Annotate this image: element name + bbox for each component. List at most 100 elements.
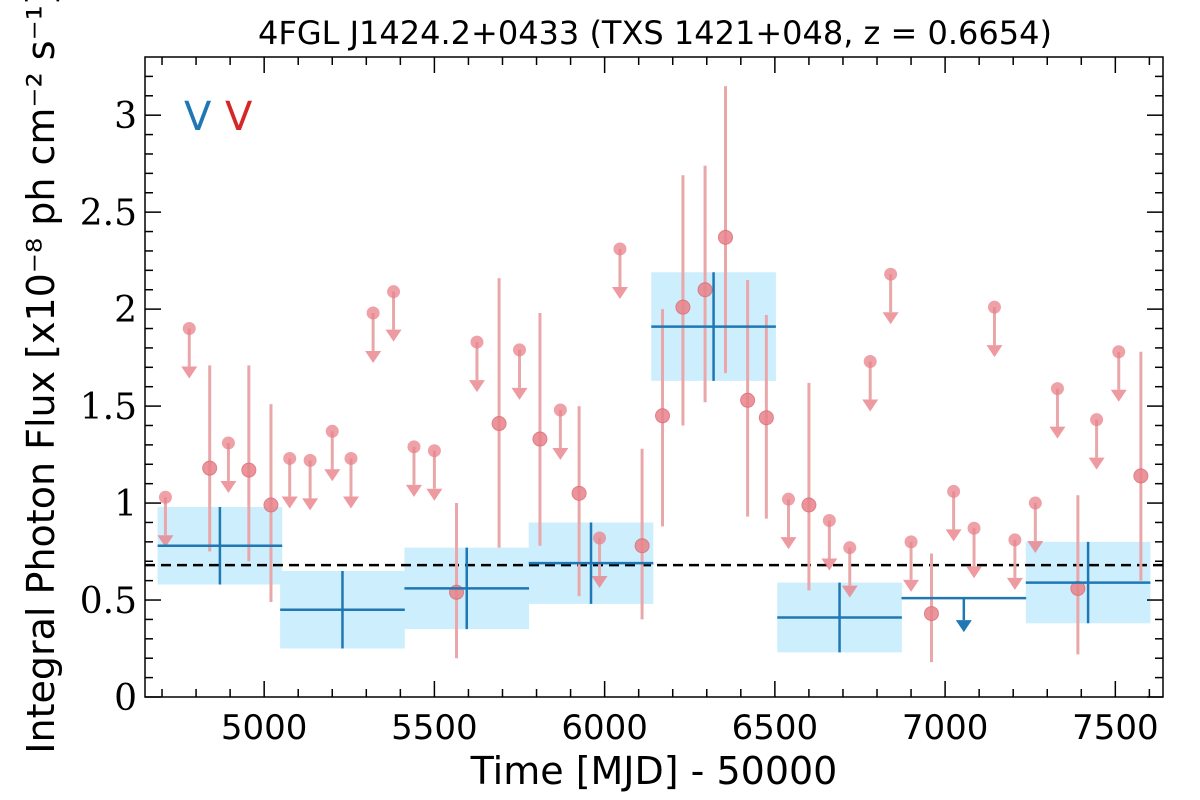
short-bin-upper-limit-arrow bbox=[945, 529, 962, 542]
short-bin-upper-limit-marker bbox=[283, 451, 297, 465]
short-bin-upper-limit-arrow bbox=[611, 287, 628, 299]
short-bin-upper-limit-arrow bbox=[1049, 426, 1066, 439]
short-bin-upper-limit-marker bbox=[1090, 413, 1104, 427]
short-bin-upper-limit-arrow bbox=[841, 585, 858, 598]
short-bin-upper-limit-marker bbox=[303, 453, 317, 467]
short-bin-point bbox=[740, 392, 756, 408]
short-bin-upper-limit-arrow bbox=[365, 351, 382, 363]
short-bin-upper-limit-arrow bbox=[157, 535, 174, 548]
short-bin-upper-limit-arrow bbox=[903, 579, 920, 592]
y-tick-label: 1.5 bbox=[80, 387, 137, 428]
short-bin-upper-limit-arrow bbox=[405, 484, 422, 497]
short-bin-point bbox=[263, 497, 279, 513]
short-bin-upper-limit-arrow bbox=[281, 496, 298, 509]
short-bin-upper-limit-arrow bbox=[821, 558, 838, 571]
x-tick-label: 7500 bbox=[1072, 708, 1159, 748]
short-bin-upper-limit-marker bbox=[947, 484, 961, 498]
short-bin-point bbox=[241, 462, 257, 478]
short-bin-upper-limit-marker bbox=[987, 300, 1001, 314]
short-bin-point bbox=[202, 460, 218, 476]
short-bin-point bbox=[675, 299, 691, 315]
x-tick-label: 6000 bbox=[561, 708, 648, 748]
short-bin-upper-limit-marker bbox=[513, 343, 527, 357]
plot-border bbox=[144, 56, 1164, 698]
short-bin-upper-limit-arrow bbox=[966, 566, 983, 579]
short-bin-upper-limit-marker bbox=[843, 541, 857, 555]
short-bin-upper-limit-arrow bbox=[1027, 541, 1044, 554]
short-bin-upper-limit-arrow bbox=[1006, 577, 1023, 590]
short-bin-upper-limit-marker bbox=[904, 535, 918, 549]
y-tick-label: 2 bbox=[114, 290, 137, 331]
x-axis-label: Time [MJD] - 50000 bbox=[470, 749, 838, 793]
y-tick-label: 3 bbox=[114, 96, 137, 137]
y-tick-label: 2.5 bbox=[80, 193, 137, 234]
short-bin-point bbox=[801, 497, 817, 513]
chart-title: 4FGL J1424.2+0433 (TXS 1421+048, z = 0.6… bbox=[258, 14, 1052, 52]
y-tick-label: 0 bbox=[114, 678, 137, 719]
short-bin-point bbox=[697, 282, 713, 298]
short-bin-upper-limit-marker bbox=[613, 242, 627, 256]
short-bin-upper-limit-marker bbox=[1028, 496, 1042, 510]
short-bin-upper-limit-arrow bbox=[385, 329, 402, 342]
short-bin-upper-limit-arrow bbox=[342, 496, 359, 509]
legend: V V bbox=[184, 94, 253, 140]
short-bin-upper-limit-marker bbox=[325, 424, 339, 438]
x-tick-label: 6500 bbox=[732, 708, 819, 748]
short-bin-upper-limit-marker bbox=[1050, 382, 1064, 396]
long-bin-upper-limit-arrow bbox=[955, 620, 972, 633]
short-bin-upper-limit-marker bbox=[387, 285, 401, 299]
short-bin-upper-limit-arrow bbox=[324, 469, 341, 482]
short-bin-point bbox=[634, 538, 650, 554]
short-bin-upper-limit-marker bbox=[344, 451, 358, 465]
short-bin-upper-limit-marker bbox=[470, 335, 484, 349]
short-bin-upper-limit-marker bbox=[884, 267, 898, 281]
short-bin-upper-limit-arrow bbox=[1110, 389, 1127, 402]
x-tick-label: 7000 bbox=[902, 708, 989, 748]
x-tick-label: 5000 bbox=[221, 708, 308, 748]
long-bin-series bbox=[157, 272, 1151, 653]
legend-entry-red: V bbox=[225, 94, 253, 140]
short-bin-upper-limit-arrow bbox=[220, 480, 237, 493]
short-bin-upper-limit-marker bbox=[407, 440, 421, 454]
short-bin-upper-limit-marker bbox=[182, 322, 196, 336]
legend-entry-blue: V bbox=[184, 94, 212, 140]
plot-frame bbox=[144, 56, 1164, 698]
short-bin-point bbox=[532, 431, 548, 447]
short-bin-upper-limit-marker bbox=[553, 403, 567, 417]
short-bin-point bbox=[717, 229, 733, 245]
short-bin-upper-limit-marker bbox=[158, 490, 172, 504]
short-bin-point bbox=[571, 485, 587, 501]
short-bin-upper-limit-arrow bbox=[302, 498, 319, 511]
y-tick-label: 0.5 bbox=[80, 581, 137, 622]
short-bin-upper-limit-arrow bbox=[468, 380, 485, 393]
short-bin-upper-limit-arrow bbox=[882, 312, 899, 325]
short-bin-upper-limit-arrow bbox=[181, 366, 198, 379]
short-bin-upper-limit-marker bbox=[1112, 345, 1126, 359]
short-bin-upper-limit-marker bbox=[822, 514, 836, 528]
axis-labels: 4FGL J1424.2+0433 (TXS 1421+048, z = 0.6… bbox=[19, 0, 1052, 793]
short-bin-upper-limit-marker bbox=[593, 531, 607, 545]
short-bin-upper-limit-arrow bbox=[780, 537, 797, 550]
short-bin-point bbox=[758, 410, 774, 426]
short-bin-point bbox=[1133, 468, 1149, 484]
short-bin-upper-limit-arrow bbox=[511, 387, 528, 400]
short-bin-upper-limit-marker bbox=[781, 492, 795, 506]
short-bin-upper-limit-arrow bbox=[862, 399, 879, 412]
short-bin-upper-limit-marker bbox=[427, 444, 441, 458]
y-tick-label: 1 bbox=[114, 484, 137, 525]
short-bin-upper-limit-marker bbox=[1008, 533, 1022, 547]
short-bin-series bbox=[157, 86, 1149, 663]
short-bin-upper-limit-arrow bbox=[552, 447, 569, 460]
x-tick-label: 5500 bbox=[391, 708, 478, 748]
short-bin-upper-limit-marker bbox=[863, 354, 877, 368]
y-axis-label: Integral Photon Flux [x10⁻⁸ ph cm⁻² s⁻¹] bbox=[19, 0, 63, 754]
axis-ticks: 0 0.5 1 1.5 2 2.5 3 5000 5500 6000 6500 7000 7500 bbox=[80, 57, 1163, 748]
short-bin-point bbox=[491, 416, 507, 432]
short-bin-upper-limit-arrow bbox=[1088, 457, 1105, 470]
short-bin-upper-limit-marker bbox=[967, 521, 981, 535]
short-bin-upper-limit-marker bbox=[221, 436, 235, 450]
short-bin-upper-limit-marker bbox=[366, 306, 380, 320]
short-bin-upper-limit-arrow bbox=[426, 488, 443, 501]
short-bin-upper-limit-arrow bbox=[986, 345, 1003, 358]
